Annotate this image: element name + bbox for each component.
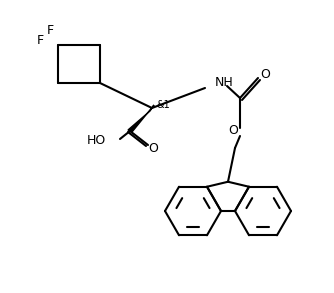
Text: HO: HO — [87, 134, 106, 147]
Text: O: O — [228, 125, 238, 137]
Polygon shape — [128, 105, 154, 132]
Text: O: O — [260, 69, 270, 81]
Text: O: O — [148, 142, 158, 154]
Text: F: F — [36, 35, 43, 47]
Text: NH: NH — [215, 76, 234, 89]
Text: &1: &1 — [156, 100, 170, 110]
Text: F: F — [46, 25, 53, 38]
